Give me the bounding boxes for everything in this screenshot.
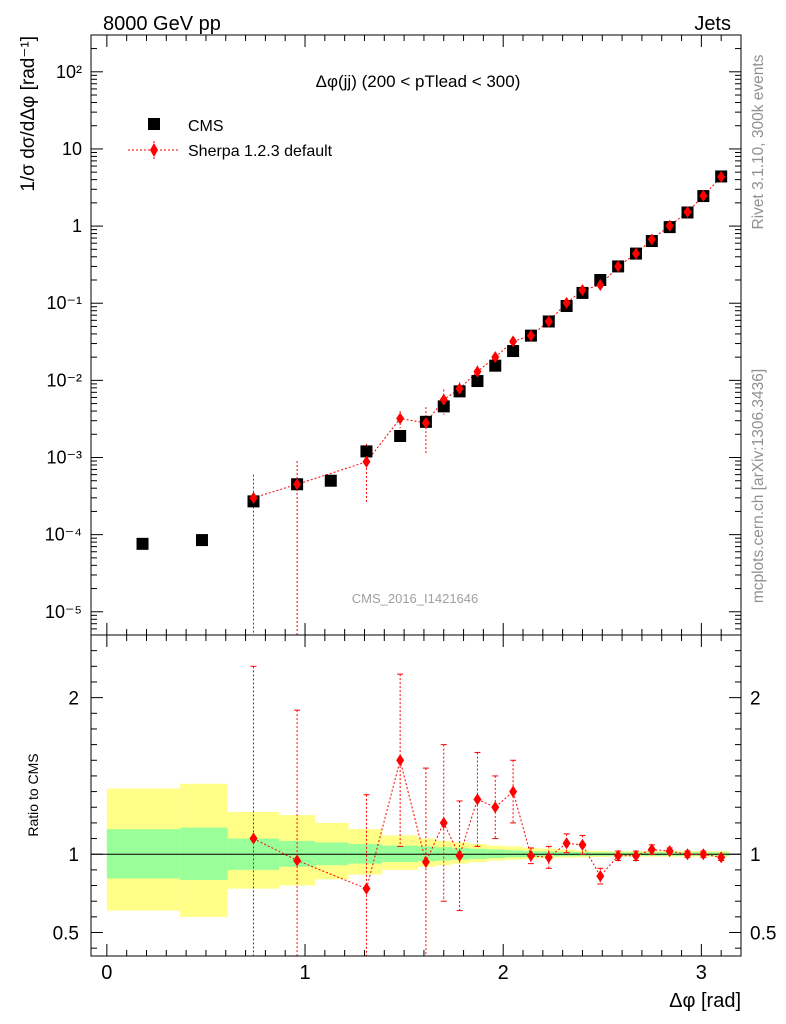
mc-point <box>526 329 535 342</box>
cms-point <box>507 345 520 358</box>
main-panel: 10⁻⁵ 10⁻⁴ 10⁻³ 10⁻² 10⁻¹ 1 10 10² Δφ(jj) (200 <… <box>18 34 742 636</box>
y-tick-label: 10⁻³ <box>46 448 82 468</box>
x-axis-label: Δφ [rad] <box>669 990 741 1012</box>
y-tick-label: 1 <box>72 216 82 236</box>
ratio-point <box>544 851 553 864</box>
ratio-point <box>647 843 656 856</box>
cms-point <box>437 400 450 413</box>
main-title: Δφ(jj) (200 < pTlead < 300) <box>316 72 521 91</box>
legend: CMS Sherpa 1.2.3 default <box>128 118 333 160</box>
mc-point <box>509 335 518 348</box>
ratio-y-tick-label-right: 2 <box>750 689 761 710</box>
mc-point <box>614 260 623 273</box>
y-tick-label: 10 <box>62 139 82 159</box>
header-right: Jets <box>694 13 731 35</box>
ratio-point <box>578 838 587 851</box>
ratio-point <box>526 849 535 862</box>
ratio-y-tick-label-right: 1 <box>750 845 761 866</box>
cms-point <box>489 359 502 372</box>
legend-marker-cms <box>148 118 160 130</box>
ratio-point <box>473 793 482 806</box>
ratio-point <box>596 870 605 883</box>
ratio-y-tick-label: 2 <box>68 689 79 710</box>
ratio-x-ticks: 0 1 2 3 <box>101 35 722 984</box>
ratio-point <box>491 801 500 814</box>
ratio-line <box>253 760 722 890</box>
mc-point <box>455 382 464 395</box>
ratio-point <box>249 832 258 845</box>
ratio-point <box>683 848 692 861</box>
mc-point <box>699 189 708 202</box>
ratio-point <box>562 837 571 850</box>
ratio-y-tick-label: 1 <box>68 845 79 866</box>
x-tick-label: 2 <box>498 962 509 984</box>
mc-line <box>253 176 722 499</box>
ratio-point <box>509 785 518 798</box>
x-tick-label: 1 <box>299 962 310 984</box>
ratio-point <box>396 754 405 767</box>
ratio-point <box>614 849 623 862</box>
mc-point <box>473 365 482 378</box>
ratio-point <box>439 816 448 829</box>
watermark: CMS_2016_I1421646 <box>352 591 479 606</box>
y-tick-label: 10⁻⁵ <box>45 602 82 622</box>
x-tick-label: 0 <box>101 962 112 984</box>
mc-point <box>439 393 448 406</box>
ratio-y-tick-label-right: 0.5 <box>750 924 776 945</box>
ratio-y-axis-label: Ratio to CMS <box>25 753 41 836</box>
y-tick-label: 10⁻⁴ <box>45 525 82 545</box>
cms-point <box>136 537 149 550</box>
ratio-point <box>293 854 302 867</box>
mc-point <box>596 279 605 292</box>
legend-label-cms: CMS <box>188 118 224 135</box>
mc-point <box>293 478 302 491</box>
mc-point <box>647 233 656 246</box>
ratio-point <box>717 851 726 864</box>
mc-point <box>396 412 405 425</box>
mc-point <box>544 315 553 328</box>
ratio-panel: 0.5 0.5 1 1 2 2 0 1 2 3 Ratio to CMS Δφ [rad] <box>25 35 776 1012</box>
cms-point <box>471 375 484 388</box>
ratio-point <box>455 849 464 862</box>
cms-point <box>324 474 337 487</box>
ratio-point <box>631 849 640 862</box>
legend-label-mc: Sherpa 1.2.3 default <box>188 143 333 160</box>
main-y-axis-label: 1/σ dσ/dΔφ [rad⁻¹] <box>18 36 39 192</box>
mc-point <box>683 206 692 219</box>
mc-point <box>362 455 371 468</box>
main-plot-area <box>136 170 728 635</box>
mc-point <box>491 351 500 364</box>
cms-point <box>394 429 407 442</box>
ratio-y-tick-label: 0.5 <box>53 924 79 945</box>
rivet-label: Rivet 3.1.10, 300k events <box>750 54 767 229</box>
y-tick-label: 10⁻¹ <box>46 293 82 313</box>
x-tick-label: 3 <box>696 962 707 984</box>
y-tick-label: 10⁻² <box>46 370 82 390</box>
mcplots-label: mcplots.cern.ch [arXiv:1306.3436] <box>750 369 767 603</box>
ratio-point <box>699 848 708 861</box>
mc-point <box>578 284 587 297</box>
ratio-plot-area <box>91 665 741 956</box>
header-left: 8000 GeV pp <box>103 13 221 35</box>
ratio-y-ticks: 0.5 0.5 1 1 2 2 <box>53 650 776 949</box>
cms-point <box>195 534 208 547</box>
ratio-point <box>421 856 430 869</box>
y-tick-label: 10² <box>56 62 82 82</box>
mc-point <box>665 219 674 232</box>
legend-marker-mc <box>150 143 158 157</box>
cms-point <box>360 445 373 458</box>
mc-point <box>631 247 640 260</box>
main-y-ticks: 10⁻⁵ 10⁻⁴ 10⁻³ 10⁻² 10⁻¹ 1 10 10² <box>45 34 741 630</box>
mc-point <box>717 170 726 183</box>
ratio-point <box>665 845 674 858</box>
mc-point <box>249 491 258 504</box>
mc-point <box>562 296 571 309</box>
ratio-frame <box>90 634 742 957</box>
mc-point <box>421 417 430 430</box>
ratio-point <box>362 882 371 895</box>
